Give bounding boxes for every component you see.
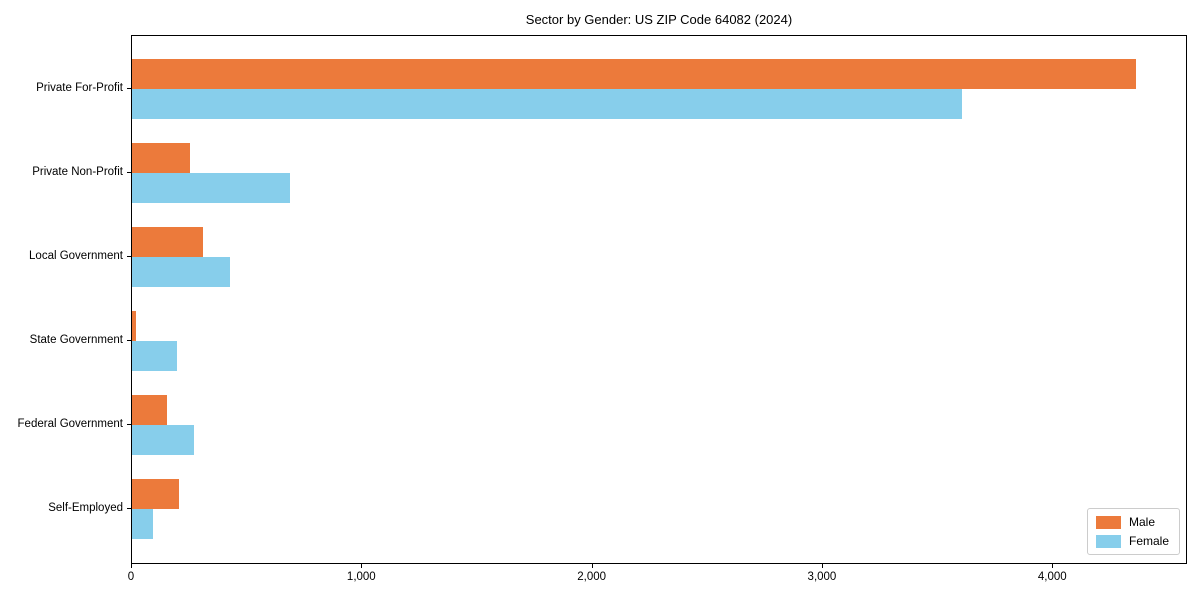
category-label-private-for-profit: Private For-Profit [36,82,123,94]
y-tick-state-government [127,340,131,341]
legend-item-female: Female [1095,534,1169,548]
legend-label-female: Female [1128,534,1169,548]
bar-male-private-non-profit [132,143,190,173]
bar-female-local-government [132,257,230,287]
legend: Male Female [1086,508,1180,555]
bar-male-state-government [132,311,136,341]
bar-male-federal-government [132,395,167,425]
x-tick-label-3000: 3,000 [807,571,837,583]
category-label-private-non-profit: Private Non-Profit [32,166,123,178]
y-tick-local-government [127,256,131,257]
bar-male-self-employed [132,479,179,509]
bar-male-private-for-profit [132,59,1136,89]
x-tick-2000 [591,564,593,568]
legend-item-male: Male [1095,515,1169,529]
legend-swatch-male [1095,515,1121,529]
y-tick-private-for-profit [127,88,131,89]
x-tick-4000 [1052,564,1054,568]
category-label-federal-government: Federal Government [17,418,123,430]
x-tick-label-1000: 1,000 [346,571,376,583]
y-tick-private-non-profit [127,172,131,173]
x-tick-label-4000: 4,000 [1037,571,1067,583]
bar-female-private-for-profit [132,89,962,119]
bar-male-local-government [132,227,203,257]
chart-title: Sector by Gender: US ZIP Code 64082 (202… [525,12,793,27]
y-tick-self-employed [127,508,131,509]
x-tick-0 [131,564,132,568]
category-label-local-government: Local Government [29,250,123,262]
x-tick-label-0: 0 [127,571,135,583]
bar-female-private-non-profit [132,173,290,203]
x-tick-1000 [361,564,363,568]
category-label-state-government: State Government [29,334,123,346]
plot-area [131,35,1187,564]
x-tick-3000 [821,564,823,568]
y-tick-federal-government [127,424,131,425]
legend-label-male: Male [1128,515,1155,529]
legend-swatch-female [1095,534,1121,548]
x-tick-label-2000: 2,000 [577,571,607,583]
bar-female-self-employed [132,509,153,539]
bar-female-federal-government [132,425,194,455]
bar-female-state-government [132,341,177,371]
category-label-self-employed: Self-Employed [48,502,123,514]
